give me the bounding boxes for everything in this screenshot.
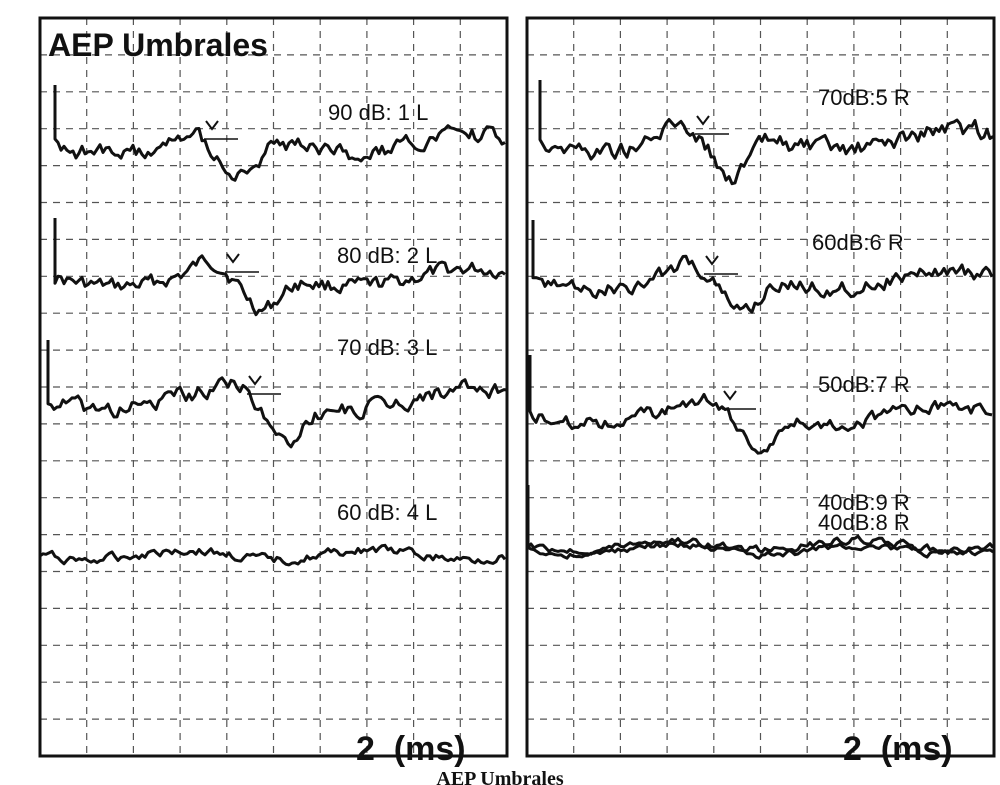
right-x-unit-label: 2 (ms) — [843, 730, 953, 768]
peak-marker-7 — [723, 390, 737, 401]
series-label-4: 60 dB: 4 L — [337, 500, 437, 525]
trace-2 — [53, 218, 506, 317]
left-x-unit-label: 2 (ms) — [356, 730, 466, 768]
peak-marker-6 — [705, 255, 719, 266]
figure-caption: AEP Umbrales — [436, 768, 564, 785]
series-label-3: 70 dB: 3 L — [337, 335, 437, 360]
series-label-7: 50dB:7 R — [818, 372, 910, 397]
trace-3 — [46, 340, 508, 449]
peak-marker-3 — [248, 375, 262, 386]
trace-1 — [53, 85, 506, 182]
left-panel-grid — [40, 18, 507, 756]
left-panel: AEP Umbrales 90 dB: 1 L 80 dB: 2 L 70 dB: … — [38, 16, 509, 768]
chart-title: AEP Umbrales — [48, 27, 268, 63]
trace-7 — [528, 355, 993, 455]
peak-marker-2 — [226, 253, 240, 264]
trace-6 — [531, 220, 994, 314]
left-panel-frame — [38, 16, 509, 758]
series-label-9: 40dB:9 R — [818, 490, 910, 515]
trace-8 — [526, 490, 994, 560]
series-label-6: 60dB:6 R — [812, 230, 904, 255]
right-panel-grid — [527, 18, 994, 756]
series-label-2: 80 dB: 2 L — [337, 243, 437, 268]
trace-5 — [538, 80, 994, 186]
series-label-5: 70dB:5 R — [818, 85, 910, 110]
series-label-1: 90 dB: 1 L — [328, 100, 428, 125]
trace-4 — [38, 495, 507, 567]
peak-marker-1 — [205, 120, 219, 131]
right-panel-frame — [525, 16, 996, 758]
series-label-8: 40dB:8 R — [818, 510, 910, 535]
peak-marker-5 — [696, 115, 710, 126]
